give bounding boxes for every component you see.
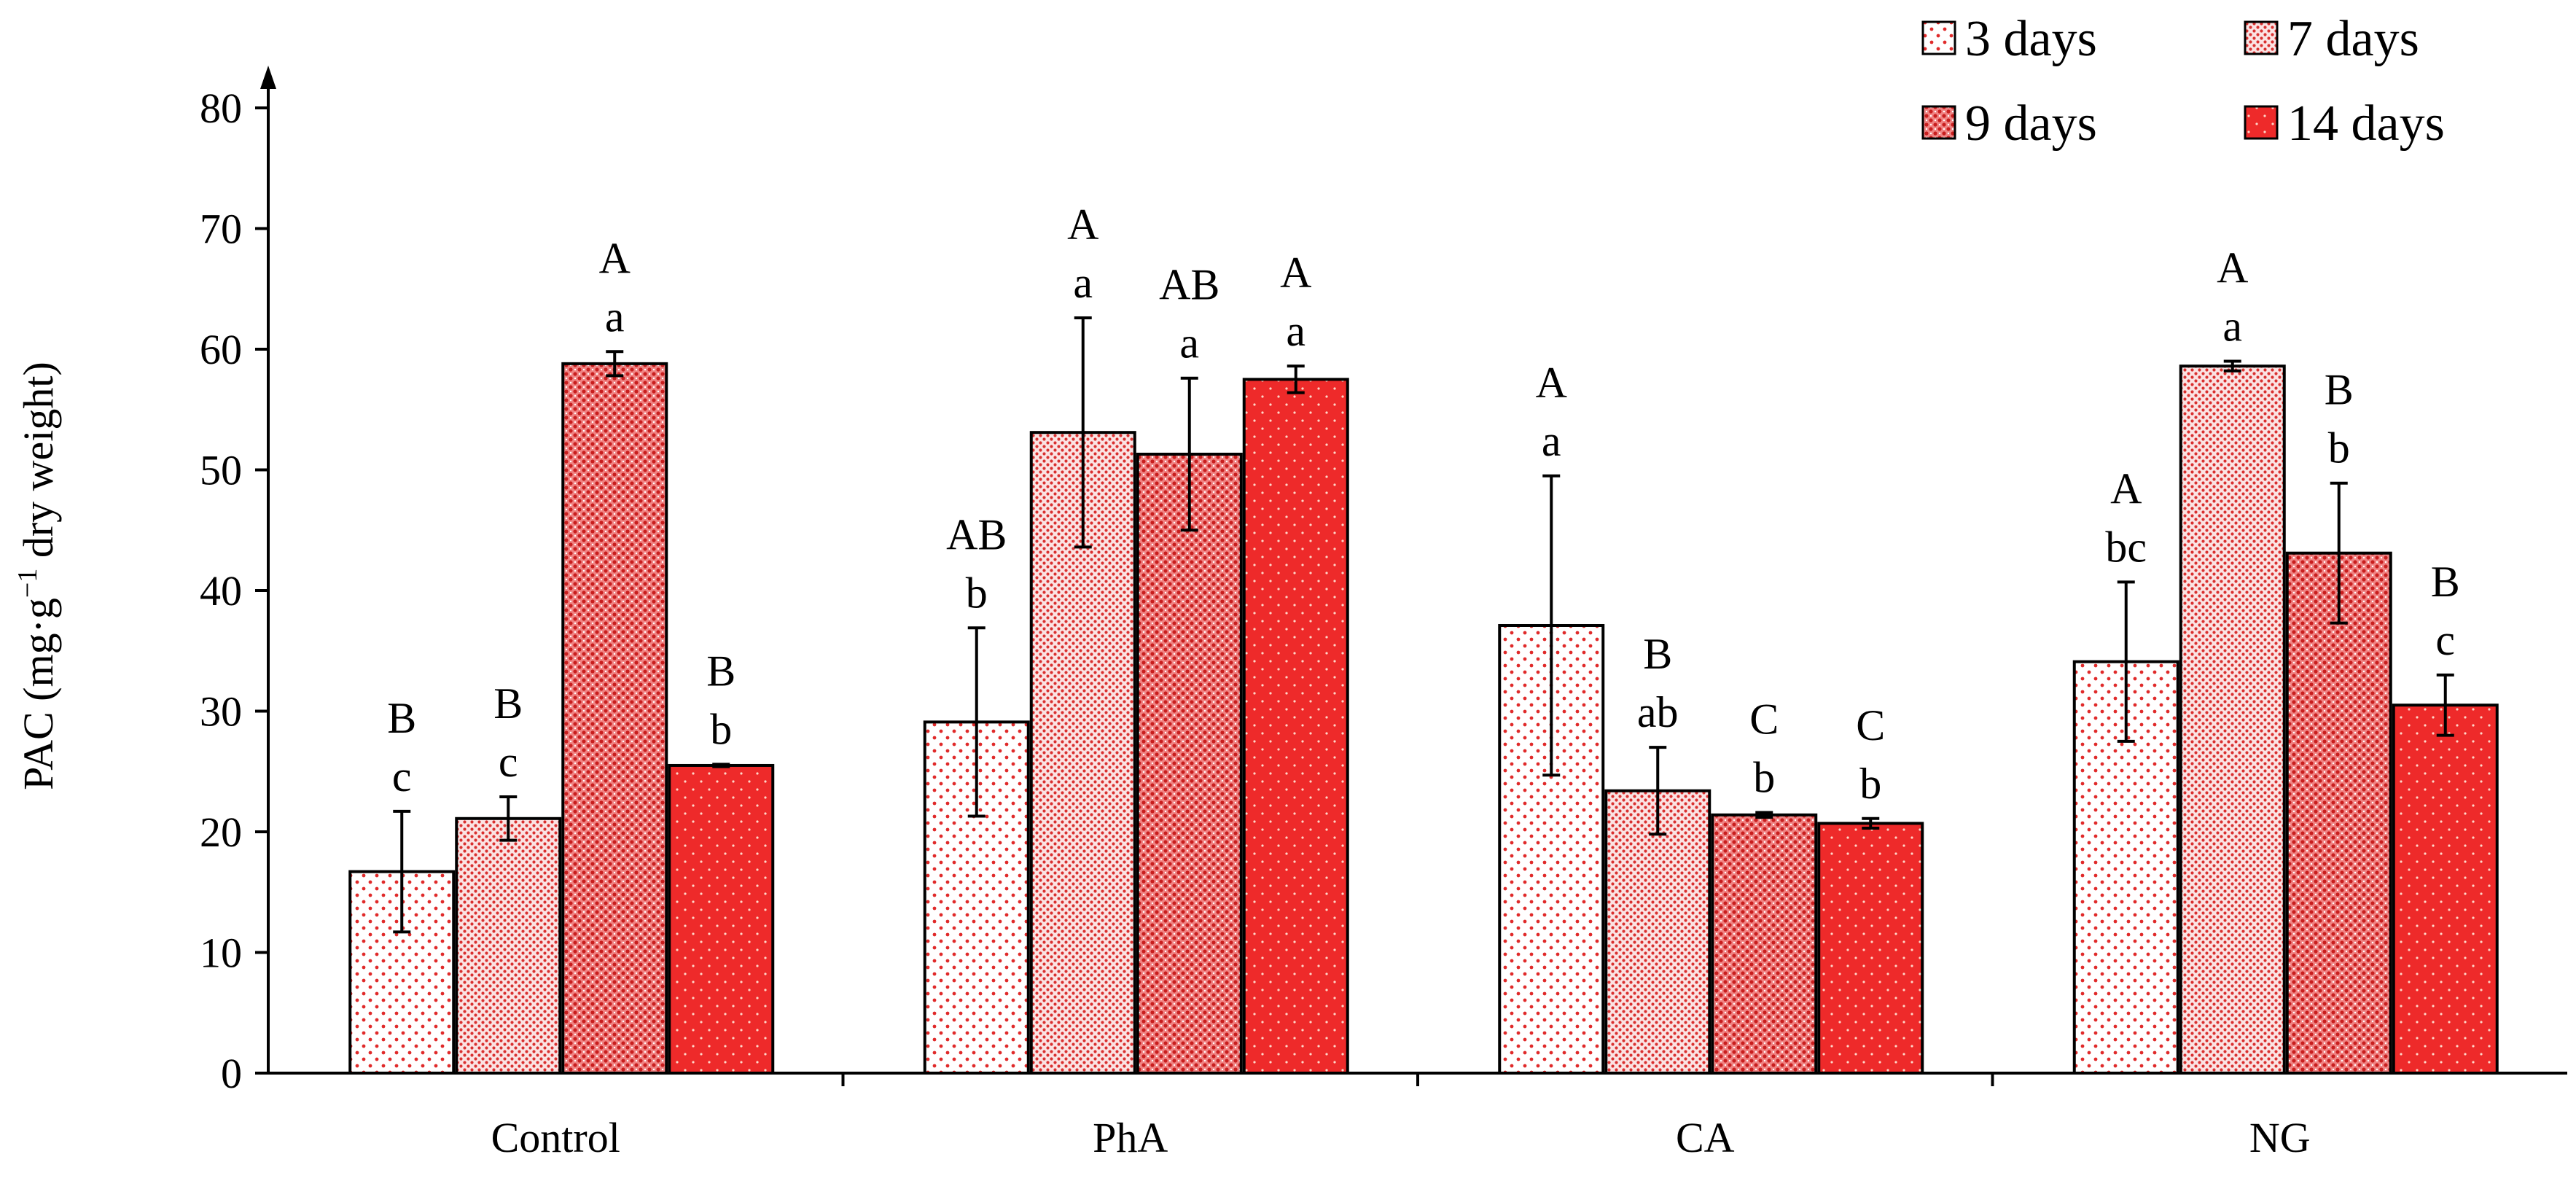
legend-swatch-14-days bbox=[2244, 105, 2279, 140]
bar bbox=[1711, 813, 1818, 1075]
error-bars bbox=[393, 316, 2454, 934]
lower-letter: b bbox=[966, 569, 988, 617]
legend-swatch-9-days bbox=[1921, 105, 1956, 140]
category-label: CA bbox=[1676, 1114, 1735, 1161]
upper-letter: A bbox=[1536, 359, 1567, 407]
y-axis-title-superscript: −1 bbox=[12, 569, 43, 598]
y-tick-label: 20 bbox=[200, 808, 242, 856]
bar bbox=[1242, 378, 1349, 1075]
lower-letter: a bbox=[1542, 417, 1561, 465]
x-ticks bbox=[841, 1073, 1994, 1086]
bar bbox=[668, 763, 775, 1075]
y-tick-label: 0 bbox=[221, 1050, 242, 1097]
legend-swatch-7-days bbox=[2244, 20, 2279, 55]
bar bbox=[2179, 365, 2286, 1075]
legend-label-3-days: 3 days bbox=[1965, 11, 2097, 67]
category-label: NG bbox=[2249, 1114, 2311, 1161]
y-tick-label: 30 bbox=[200, 688, 242, 736]
category-labels: Control PhA CA NG bbox=[491, 1114, 2311, 1161]
y-ticks: 0 10 20 30 40 50 60 70 80 bbox=[200, 85, 268, 1097]
y-tick-label: 70 bbox=[200, 206, 242, 253]
upper-letter: AB bbox=[946, 510, 1007, 558]
y-tick-label: 50 bbox=[200, 447, 242, 494]
upper-letter: B bbox=[1643, 630, 1672, 678]
upper-letter: A bbox=[599, 234, 631, 282]
lower-letter: a bbox=[2222, 303, 2242, 351]
lower-letter: a bbox=[1179, 319, 1199, 367]
upper-letter: A bbox=[1067, 200, 1098, 249]
upper-letter: A bbox=[2110, 464, 2142, 512]
lower-letter: b bbox=[710, 705, 732, 753]
lower-letter: bc bbox=[2105, 523, 2147, 571]
bar bbox=[1604, 789, 1712, 1075]
lower-letter: b bbox=[1859, 760, 1881, 808]
lower-letter: b bbox=[1753, 754, 1775, 802]
lower-letter: c bbox=[499, 738, 518, 786]
upper-letter: C bbox=[1856, 701, 1885, 749]
bars bbox=[348, 362, 2499, 1075]
upper-letter: AB bbox=[1159, 261, 1219, 309]
upper-letter: B bbox=[2325, 366, 2354, 414]
bar bbox=[561, 362, 668, 1075]
lower-letter: c bbox=[392, 752, 412, 800]
upper-letter: C bbox=[1749, 695, 1779, 744]
bar bbox=[2392, 703, 2499, 1075]
lower-letter: a bbox=[605, 292, 625, 340]
upper-letter: B bbox=[493, 679, 523, 728]
legend-label-14-days: 14 days bbox=[2287, 96, 2445, 152]
y-axis-title-main: PAC (mg·g bbox=[15, 598, 62, 790]
y-axis-title: PAC (mg·g−1 dry weight) bbox=[12, 362, 62, 790]
bar bbox=[2285, 551, 2392, 1075]
lower-letter: a bbox=[1073, 259, 1093, 307]
legend: 3 days 7 days 9 days 14 days bbox=[1921, 11, 2445, 152]
y-tick-label: 60 bbox=[200, 326, 242, 373]
upper-letter: A bbox=[1280, 249, 1311, 297]
lower-letter: c bbox=[2435, 616, 2455, 664]
y-tick-label: 80 bbox=[200, 85, 242, 132]
upper-letter: B bbox=[387, 694, 416, 742]
lower-letter: ab bbox=[1637, 688, 1679, 736]
legend-label-9-days: 9 days bbox=[1965, 96, 2097, 152]
y-axis-arrow bbox=[260, 66, 276, 89]
bar bbox=[455, 816, 562, 1075]
legend-label-7-days: 7 days bbox=[2287, 11, 2419, 67]
category-label: Control bbox=[491, 1114, 620, 1161]
category-label: PhA bbox=[1093, 1114, 1168, 1161]
lower-letter: b bbox=[2328, 424, 2350, 472]
y-tick-label: 10 bbox=[200, 929, 242, 977]
lower-letter: a bbox=[1286, 307, 1305, 355]
legend-swatch-3-days bbox=[1921, 20, 1956, 55]
upper-letter: A bbox=[2217, 244, 2248, 292]
y-tick-label: 40 bbox=[200, 567, 242, 615]
upper-letter: B bbox=[2431, 558, 2460, 606]
bar bbox=[1136, 452, 1243, 1075]
upper-letter: B bbox=[706, 647, 735, 695]
bar bbox=[1817, 822, 1924, 1075]
y-axis-title-tail: dry weight) bbox=[15, 362, 62, 569]
